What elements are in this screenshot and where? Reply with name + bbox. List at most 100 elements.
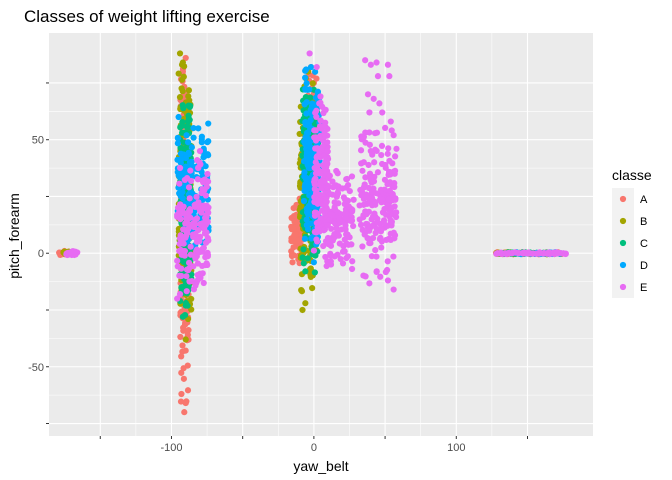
data-point [301,235,309,242]
x-tick-label: 100 [447,442,465,454]
data-point [350,222,357,230]
data-point [391,235,398,242]
data-point [325,182,332,190]
data-point [305,136,312,144]
data-point [386,73,393,80]
data-point [312,175,319,182]
data-point [182,336,189,343]
data-point [315,147,323,154]
data-point [339,260,347,267]
data-point [311,181,318,188]
data-point [536,249,543,256]
data-point [372,229,379,236]
data-point [185,149,192,156]
data-point [303,80,310,87]
data-point [362,139,369,146]
data-point [201,225,208,232]
data-point [377,273,384,280]
data-point [184,118,192,125]
data-point [190,125,197,132]
data-point [303,66,310,73]
legend-swatch-E [619,283,627,291]
data-point [381,176,389,183]
data-point [200,244,207,252]
data-point [305,122,312,129]
data-point [176,180,183,187]
data-point [357,147,365,154]
data-point [205,138,212,145]
data-point [186,278,193,285]
data-point [180,283,187,290]
data-point [175,70,182,77]
data-point [320,242,327,250]
data-point [182,299,189,307]
data-point [184,174,191,182]
data-point [322,106,329,113]
data-point [191,221,199,228]
data-point [179,102,186,109]
data-point [386,157,393,164]
data-point [344,182,352,189]
data-point [304,155,311,162]
data-point [379,109,386,116]
data-point [192,232,199,239]
data-point [384,61,392,68]
data-point [188,144,195,151]
data-point [382,211,390,218]
data-point [390,229,397,236]
data-point [182,163,189,170]
data-point [371,130,379,137]
data-point [191,253,199,260]
data-point [176,50,184,57]
data-point [312,127,319,134]
data-point [376,100,383,107]
data-point [313,211,320,218]
legend-swatch-D [619,261,627,269]
x-tick-label: 0 [311,442,317,454]
data-point [369,213,377,220]
data-point [326,172,333,179]
data-point [373,268,380,276]
data-point [202,214,209,222]
data-point [315,197,322,204]
data-point [364,91,372,98]
data-point [178,122,185,130]
data-point [339,185,346,192]
data-point [322,253,329,261]
data-point [390,286,397,293]
data-point [382,161,389,169]
data-point [385,171,392,178]
data-point [290,225,297,232]
data-point [317,178,324,185]
data-point [179,342,186,349]
data-point [365,161,372,169]
data-point [178,76,186,83]
data-point [529,250,537,257]
legend-label-D: D [640,260,648,272]
data-point [373,59,380,66]
data-point [177,150,184,157]
data-point [365,208,373,215]
data-point [365,184,372,192]
data-point [312,252,319,259]
data-point [344,197,352,204]
data-point [205,120,212,127]
data-point [360,272,367,279]
data-point [362,57,369,64]
data-point [179,195,186,202]
data-point [324,222,331,229]
data-point [389,191,396,198]
data-point [368,253,375,260]
data-point [372,247,379,254]
y-tick-label: 50 [32,135,44,147]
data-point [377,186,385,193]
legend-swatch-C [619,239,627,247]
legend-label-A: A [640,194,648,206]
data-point [300,246,307,253]
data-point [313,63,320,71]
data-point [182,154,189,162]
data-point [317,117,324,124]
data-point [329,178,336,185]
data-point [373,190,380,197]
